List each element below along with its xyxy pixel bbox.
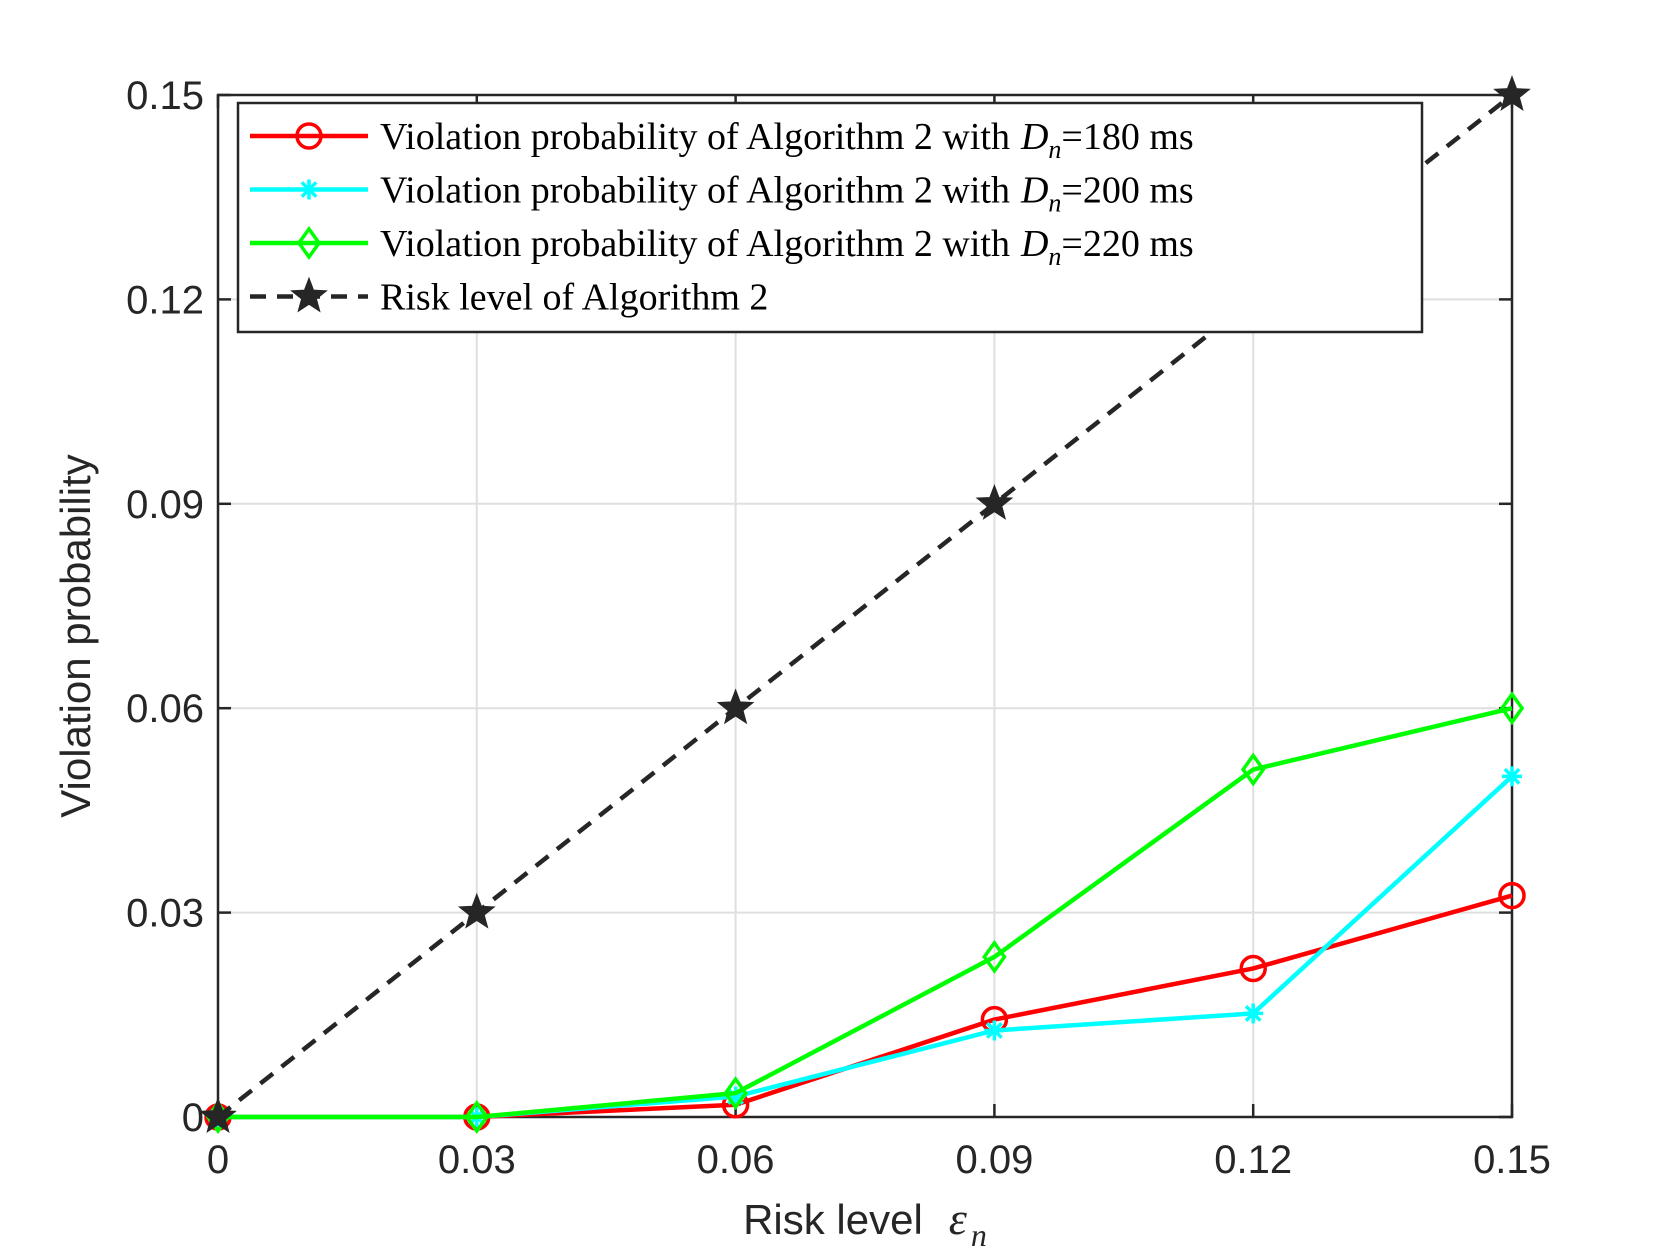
axis-ticks: 0 0.03 0.06 0.09 0.12 0.15 0 0.03 0.06 0.09 0.12 0.… bbox=[126, 74, 1551, 1182]
x-tick-label: 0.12 bbox=[1214, 1138, 1292, 1182]
x-tick-label: 0.09 bbox=[955, 1138, 1033, 1182]
legend-label: Violation probability of Algorithm 2 wit… bbox=[380, 170, 1194, 218]
legend-label-prefix: Risk level of Algorithm 2 bbox=[380, 277, 768, 319]
legend-label-suffix: =200 ms bbox=[1061, 170, 1193, 212]
legend-swatch-marker bbox=[299, 179, 319, 200]
legend-label-sub: n bbox=[1048, 135, 1061, 164]
y-tick-label: 0.09 bbox=[126, 483, 204, 527]
data-point bbox=[199, 1097, 237, 1134]
y-tick-label: 0.03 bbox=[126, 892, 204, 936]
data-point bbox=[1498, 881, 1526, 910]
legend-swatch-marker bbox=[296, 226, 322, 260]
legend: Violation probability of Algorithm 2 wit… bbox=[236, 101, 1424, 334]
legend-label-suffix: =220 ms bbox=[1061, 223, 1193, 265]
x-tick-label: 0.15 bbox=[1473, 1138, 1551, 1182]
legend-label-suffix: =180 ms bbox=[1061, 116, 1193, 158]
data-point bbox=[1502, 766, 1522, 787]
data-point bbox=[984, 1020, 1005, 1041]
legend-label-prefix: Violation probability of Algorithm 2 wit… bbox=[380, 223, 1010, 265]
series-line bbox=[218, 706, 1513, 1120]
legend-label: Risk level of Algorithm 2 bbox=[380, 277, 768, 319]
data-point bbox=[716, 688, 755, 725]
legend-box bbox=[236, 101, 1424, 334]
data-point bbox=[1499, 691, 1525, 726]
legend-swatch-marker-stroke bbox=[300, 181, 318, 198]
legend-entry-3: Violation probability of Algorithm 2 wit… bbox=[250, 223, 1194, 271]
y-axis-label: Violation probability bbox=[52, 454, 99, 817]
data-point bbox=[1239, 954, 1267, 983]
legend-label-var: D bbox=[1020, 116, 1048, 158]
data-point bbox=[1243, 1003, 1264, 1024]
y-tick-label: 0 bbox=[182, 1096, 204, 1140]
series-4 bbox=[199, 75, 1531, 1134]
legend-label-prefix: Violation probability of Algorithm 2 wit… bbox=[380, 170, 1010, 212]
data-point bbox=[464, 1100, 490, 1134]
legend-label-prefix: Violation probability of Algorithm 2 wit… bbox=[380, 116, 1010, 158]
data-point-stroke bbox=[985, 1022, 1003, 1039]
data-point bbox=[1240, 752, 1266, 787]
series-layer bbox=[199, 75, 1531, 1134]
y-tick-label: 0.12 bbox=[126, 278, 204, 322]
x-axis-label-symbol: ε bbox=[949, 1193, 968, 1244]
data-point bbox=[982, 939, 1007, 974]
legend-label: Violation probability of Algorithm 2 wit… bbox=[380, 223, 1194, 271]
data-point bbox=[975, 483, 1014, 520]
data-point-stroke bbox=[1503, 767, 1521, 785]
x-tick-label: 0 bbox=[207, 1138, 229, 1182]
x-axis-label-text: Risk level bbox=[743, 1196, 923, 1243]
data-point bbox=[1493, 75, 1531, 112]
legend-label-sub: n bbox=[1048, 189, 1061, 218]
legend-entry-2: Violation probability of Algorithm 2 wit… bbox=[250, 170, 1194, 218]
legend-label-var: D bbox=[1020, 170, 1048, 212]
x-axis-label: Risk level ε n bbox=[743, 1193, 987, 1246]
legend-swatch-marker bbox=[295, 122, 323, 150]
series-line bbox=[216, 93, 1514, 1119]
legend-entry-1: Violation probability of Algorithm 2 wit… bbox=[250, 116, 1194, 164]
data-point-stroke bbox=[1244, 1004, 1262, 1022]
legend-swatch-marker bbox=[290, 276, 328, 313]
plot-area-border bbox=[216, 93, 1514, 1119]
data-point bbox=[723, 1076, 748, 1111]
legend-label-sub: n bbox=[1048, 242, 1061, 271]
legend-label-var: D bbox=[1020, 223, 1048, 265]
legend-label: Violation probability of Algorithm 2 wit… bbox=[380, 116, 1194, 164]
x-tick-label: 0.06 bbox=[697, 1138, 775, 1182]
x-axis-label-subscript: n bbox=[971, 1217, 987, 1246]
data-point bbox=[457, 892, 496, 929]
x-tick-label: 0.03 bbox=[438, 1138, 516, 1182]
y-tick-label: 0.06 bbox=[126, 687, 204, 731]
y-tick-label: 0.15 bbox=[126, 74, 204, 118]
legend-entry-4: Risk level of Algorithm 2 bbox=[250, 277, 768, 319]
